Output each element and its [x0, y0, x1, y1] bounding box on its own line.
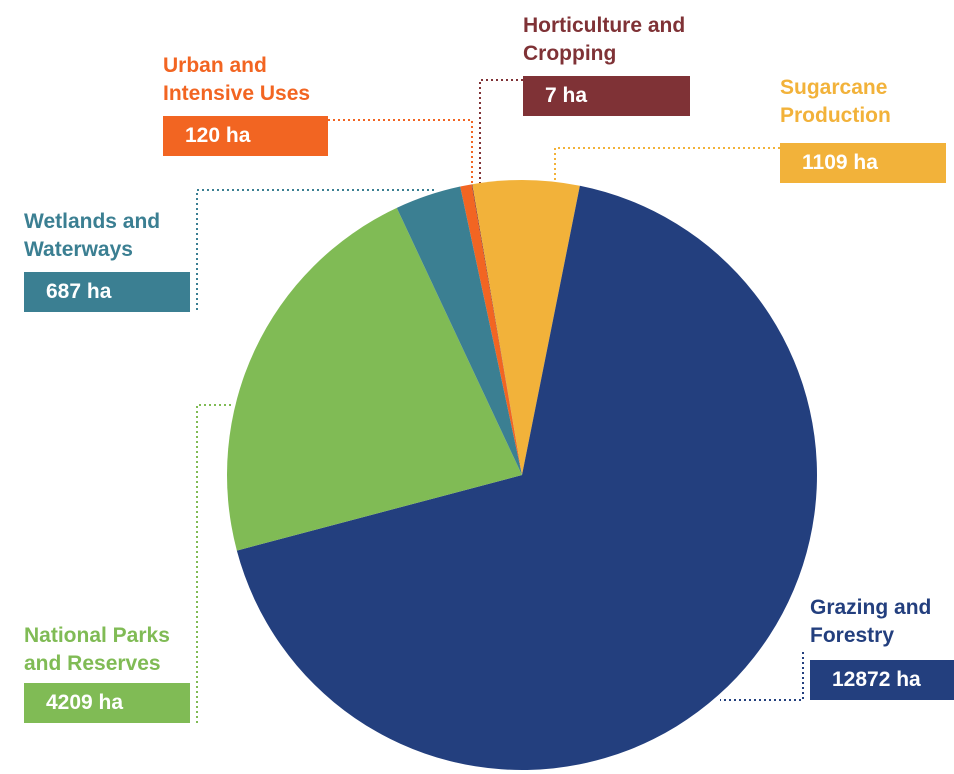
pie-slice	[227, 207, 522, 551]
value-label: 7 ha	[523, 76, 690, 116]
slice-label: National Parks and Reserves	[24, 624, 170, 675]
value-label: 4209 ha	[24, 683, 190, 723]
pie-slice	[472, 179, 580, 475]
leader-line	[328, 119, 473, 186]
value-label: 12872 ha	[810, 660, 954, 700]
pie-slice	[236, 185, 817, 770]
leader-line	[479, 79, 523, 186]
pie-slice	[396, 186, 522, 475]
slice-label: Grazing and Forestry	[810, 596, 932, 647]
slice-label: Wetlands and Waterways	[24, 210, 161, 261]
slice-label: Urban and Intensive Uses	[163, 54, 311, 105]
pie-slice	[460, 184, 522, 475]
leader-line	[196, 404, 232, 723]
value-label: 120 ha	[163, 116, 328, 156]
pie-slice	[471, 184, 522, 475]
slice-label: Horticulture and Cropping	[523, 14, 686, 65]
leader-line	[554, 147, 780, 186]
value-label: 1109 ha	[780, 143, 946, 183]
slice-label: Sugarcane Production	[780, 76, 891, 127]
value-label: 687 ha	[24, 272, 190, 312]
leader-line	[196, 189, 435, 310]
leader-line	[720, 652, 804, 701]
